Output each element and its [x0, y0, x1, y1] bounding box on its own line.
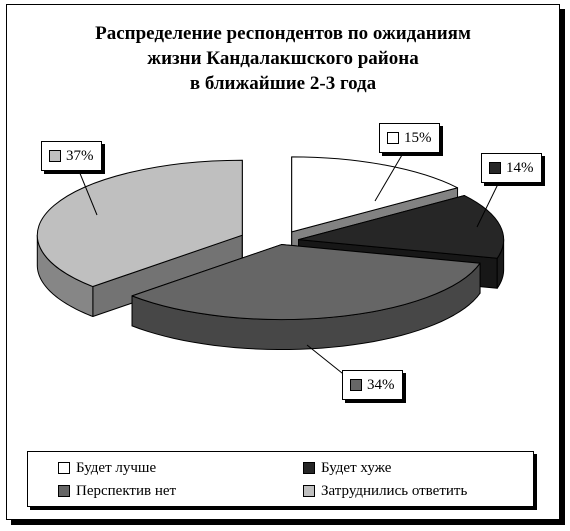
legend-label-worse: Будет хуже	[321, 459, 392, 476]
leader-line-better	[374, 154, 403, 202]
data-label-worse-text: 14%	[506, 159, 534, 176]
legend-swatch-worse	[303, 462, 315, 474]
data-label-undecided: 37%	[41, 141, 102, 171]
legend-swatch-undecided	[303, 485, 315, 497]
leader-line-worse	[476, 181, 500, 228]
pie-slice-better-top	[291, 156, 459, 233]
chart-title: Распределение респондентов по ожиданиям …	[7, 21, 559, 96]
legend-item-undecided: Затруднились ответить	[303, 480, 467, 502]
legend-item-worse: Будет хуже	[303, 457, 391, 479]
leader-line-undecided	[78, 170, 98, 216]
legend-label-undecided: Затруднились ответить	[321, 482, 468, 499]
chart-title-line-3: в ближайшие 2-3 года	[189, 73, 377, 94]
data-label-swatch-better	[387, 132, 399, 144]
pie-slice-no-prospects-top	[131, 244, 481, 321]
chart-legend: Будет лучше Будет хуже Перспектив нет За…	[27, 451, 534, 507]
data-label-better: 15%	[379, 123, 440, 153]
pie-slice-undecided	[36, 159, 243, 318]
legend-item-no-prospects: Перспектив нет	[58, 480, 176, 502]
data-label-no-prospects-text: 34%	[367, 376, 395, 393]
data-label-better-text: 15%	[404, 129, 432, 146]
legend-swatch-better	[58, 462, 70, 474]
legend-label-better: Будет лучше	[76, 459, 157, 476]
pie-slice-no-prospects	[131, 244, 481, 351]
data-label-worse: 14%	[481, 153, 542, 183]
data-label-swatch-no-prospects	[350, 379, 362, 391]
legend-item-better: Будет лучше	[58, 457, 156, 479]
pie-slice-worse-top	[298, 195, 505, 259]
data-label-swatch-worse	[489, 162, 501, 174]
pie-chart	[36, 154, 505, 382]
chart-title-line-1: Распределение респондентов по ожиданиям	[95, 23, 471, 44]
data-label-undecided-text: 37%	[66, 147, 94, 164]
legend-swatch-no-prospects	[58, 485, 70, 497]
legend-label-no-prospects: Перспектив нет	[76, 482, 177, 499]
chart-title-line-2: жизни Кандалакшского района	[147, 48, 419, 69]
chart-frame: Распределение респондентов по ожиданиям …	[6, 4, 560, 520]
pie-slice-undecided-top	[36, 159, 243, 288]
data-label-no-prospects: 34%	[342, 370, 403, 400]
data-label-swatch-undecided	[49, 150, 61, 162]
